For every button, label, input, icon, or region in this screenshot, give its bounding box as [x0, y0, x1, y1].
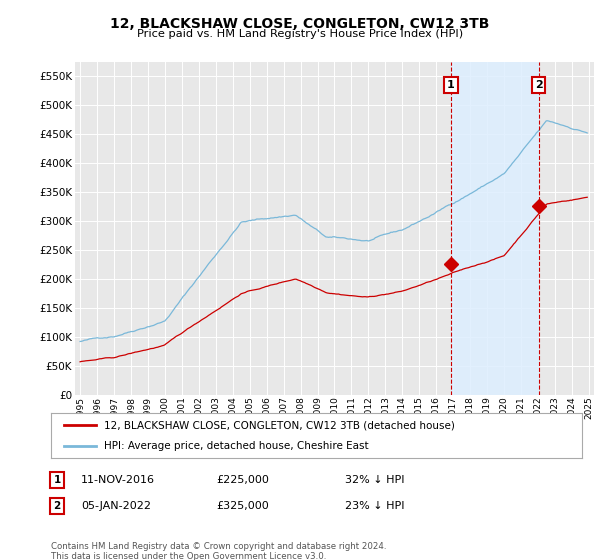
Text: 05-JAN-2022: 05-JAN-2022: [81, 501, 151, 511]
Text: 2: 2: [53, 501, 61, 511]
Text: 11-NOV-2016: 11-NOV-2016: [81, 475, 155, 485]
Text: £225,000: £225,000: [216, 475, 269, 485]
Text: 23% ↓ HPI: 23% ↓ HPI: [345, 501, 404, 511]
Text: 32% ↓ HPI: 32% ↓ HPI: [345, 475, 404, 485]
Text: £325,000: £325,000: [216, 501, 269, 511]
Text: 2: 2: [535, 80, 542, 90]
Text: 12, BLACKSHAW CLOSE, CONGLETON, CW12 3TB (detached house): 12, BLACKSHAW CLOSE, CONGLETON, CW12 3TB…: [104, 420, 455, 430]
Text: 1: 1: [447, 80, 455, 90]
Text: Price paid vs. HM Land Registry's House Price Index (HPI): Price paid vs. HM Land Registry's House …: [137, 29, 463, 39]
Bar: [451, 62, 539, 395]
Text: HPI: Average price, detached house, Cheshire East: HPI: Average price, detached house, Ches…: [104, 441, 369, 451]
Text: Contains HM Land Registry data © Crown copyright and database right 2024.
This d: Contains HM Land Registry data © Crown c…: [51, 542, 386, 560]
Text: 1: 1: [53, 475, 61, 485]
Text: 12, BLACKSHAW CLOSE, CONGLETON, CW12 3TB: 12, BLACKSHAW CLOSE, CONGLETON, CW12 3TB: [110, 17, 490, 31]
